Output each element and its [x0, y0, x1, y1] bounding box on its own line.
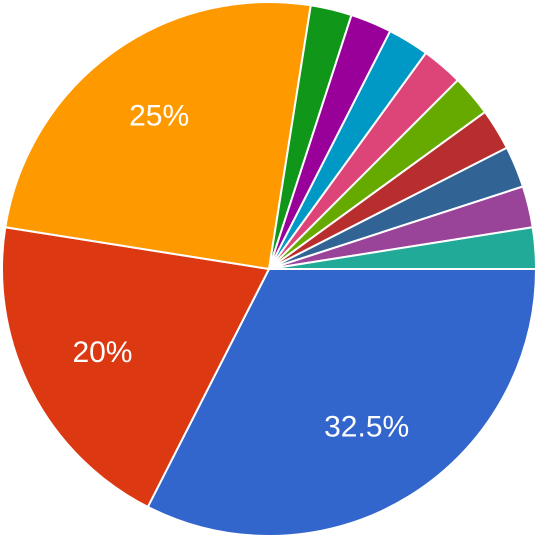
slice-label: 25%	[129, 100, 189, 133]
pie-slice	[146, 268, 538, 537]
slice-label: 32.5%	[324, 410, 409, 443]
slice-label: 20%	[72, 336, 132, 369]
pie-slice	[4, 1, 312, 271]
pie-slice	[268, 226, 538, 270]
pie-slice	[1, 226, 271, 509]
